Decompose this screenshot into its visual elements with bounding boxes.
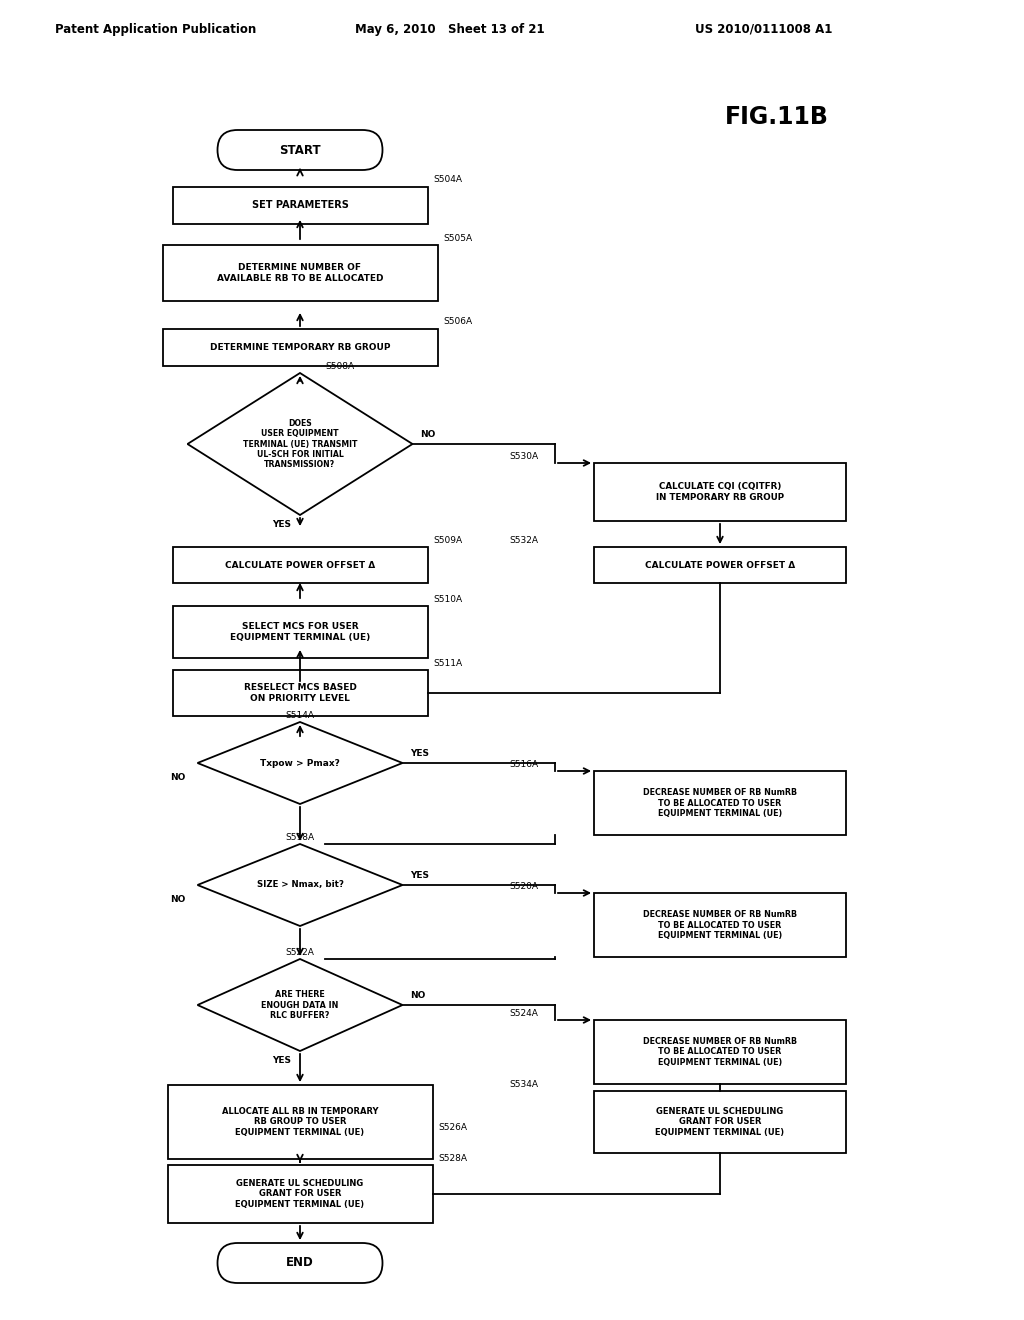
Text: CALCULATE CQI (CQITFR)
IN TEMPORARY RB GROUP: CALCULATE CQI (CQITFR) IN TEMPORARY RB G… — [656, 482, 784, 502]
Text: S505A: S505A — [443, 234, 473, 243]
Text: YES: YES — [272, 1056, 292, 1065]
Text: S532A: S532A — [509, 536, 538, 545]
Polygon shape — [198, 843, 402, 927]
FancyBboxPatch shape — [217, 1243, 383, 1283]
Bar — [172, 606, 427, 657]
Text: S526A: S526A — [438, 1122, 468, 1131]
Text: YES: YES — [272, 520, 292, 529]
Text: END: END — [286, 1257, 314, 1270]
Bar — [163, 329, 437, 366]
Text: S530A: S530A — [509, 451, 539, 461]
Text: GENERATE UL SCHEDULING
GRANT FOR USER
EQUIPMENT TERMINAL (UE): GENERATE UL SCHEDULING GRANT FOR USER EQ… — [655, 1107, 784, 1137]
Polygon shape — [198, 960, 402, 1051]
Text: FIG.11B: FIG.11B — [725, 106, 828, 129]
Text: YES: YES — [411, 871, 429, 880]
Text: S528A: S528A — [438, 1154, 468, 1163]
Text: DOES
USER EQUIPMENT
TERMINAL (UE) TRANSMIT
UL-SCH FOR INITIAL
TRANSMISSION?: DOES USER EQUIPMENT TERMINAL (UE) TRANSM… — [243, 418, 357, 470]
Text: S524A: S524A — [509, 1008, 538, 1018]
Text: S511A: S511A — [433, 659, 463, 668]
Bar — [172, 671, 427, 715]
Bar — [594, 1020, 846, 1084]
FancyBboxPatch shape — [217, 129, 383, 170]
Text: YES: YES — [411, 748, 429, 758]
Text: DETERMINE NUMBER OF
AVAILABLE RB TO BE ALLOCATED: DETERMINE NUMBER OF AVAILABLE RB TO BE A… — [217, 263, 383, 282]
Text: SIZE > Nmax, bit?: SIZE > Nmax, bit? — [257, 880, 343, 890]
Text: S506A: S506A — [443, 318, 473, 326]
Bar — [594, 1092, 846, 1152]
Bar — [168, 1166, 432, 1224]
Text: S510A: S510A — [433, 595, 463, 605]
Text: NO: NO — [170, 895, 185, 904]
Bar — [594, 771, 846, 836]
Text: SET PARAMETERS: SET PARAMETERS — [252, 201, 348, 210]
Text: SELECT MCS FOR USER
EQUIPMENT TERMINAL (UE): SELECT MCS FOR USER EQUIPMENT TERMINAL (… — [229, 622, 370, 642]
Text: ALLOCATE ALL RB IN TEMPORARY
RB GROUP TO USER
EQUIPMENT TERMINAL (UE): ALLOCATE ALL RB IN TEMPORARY RB GROUP TO… — [222, 1107, 378, 1137]
Text: S509A: S509A — [433, 536, 463, 545]
Bar — [594, 463, 846, 521]
Text: START: START — [280, 144, 321, 157]
Text: S508A: S508A — [325, 362, 354, 371]
Text: DECREASE NUMBER OF RB NumRB
TO BE ALLOCATED TO USER
EQUIPMENT TERMINAL (UE): DECREASE NUMBER OF RB NumRB TO BE ALLOCA… — [643, 1038, 797, 1067]
Text: CALCULATE POWER OFFSET Δ: CALCULATE POWER OFFSET Δ — [225, 561, 375, 569]
Bar — [594, 894, 846, 957]
Text: RESELECT MCS BASED
ON PRIORITY LEVEL: RESELECT MCS BASED ON PRIORITY LEVEL — [244, 684, 356, 702]
Text: NO: NO — [421, 430, 436, 440]
Text: NO: NO — [411, 991, 426, 1001]
Text: S514A: S514A — [285, 711, 314, 719]
Text: S516A: S516A — [509, 760, 539, 770]
Text: CALCULATE POWER OFFSET Δ: CALCULATE POWER OFFSET Δ — [645, 561, 795, 569]
Bar — [172, 186, 427, 223]
Text: Patent Application Publication: Patent Application Publication — [55, 22, 256, 36]
Text: DECREASE NUMBER OF RB NumRB
TO BE ALLOCATED TO USER
EQUIPMENT TERMINAL (UE): DECREASE NUMBER OF RB NumRB TO BE ALLOCA… — [643, 788, 797, 818]
Polygon shape — [187, 374, 413, 515]
Text: DECREASE NUMBER OF RB NumRB
TO BE ALLOCATED TO USER
EQUIPMENT TERMINAL (UE): DECREASE NUMBER OF RB NumRB TO BE ALLOCA… — [643, 909, 797, 940]
Text: S504A: S504A — [433, 176, 463, 185]
Bar — [594, 546, 846, 583]
Text: May 6, 2010   Sheet 13 of 21: May 6, 2010 Sheet 13 of 21 — [355, 22, 545, 36]
Bar — [168, 1085, 432, 1159]
Text: Txpow > Pmax?: Txpow > Pmax? — [260, 759, 340, 767]
Bar — [163, 246, 437, 301]
Text: S534A: S534A — [509, 1080, 538, 1089]
Text: US 2010/0111008 A1: US 2010/0111008 A1 — [695, 22, 833, 36]
Bar — [172, 546, 427, 583]
Text: ARE THERE
ENOUGH DATA IN
RLC BUFFER?: ARE THERE ENOUGH DATA IN RLC BUFFER? — [261, 990, 339, 1020]
Text: NO: NO — [170, 774, 185, 783]
Text: S518A: S518A — [285, 833, 314, 842]
Text: S522A: S522A — [285, 948, 314, 957]
Text: DETERMINE TEMPORARY RB GROUP: DETERMINE TEMPORARY RB GROUP — [210, 342, 390, 351]
Text: S520A: S520A — [509, 882, 538, 891]
Polygon shape — [198, 722, 402, 804]
Text: GENERATE UL SCHEDULING
GRANT FOR USER
EQUIPMENT TERMINAL (UE): GENERATE UL SCHEDULING GRANT FOR USER EQ… — [236, 1179, 365, 1209]
